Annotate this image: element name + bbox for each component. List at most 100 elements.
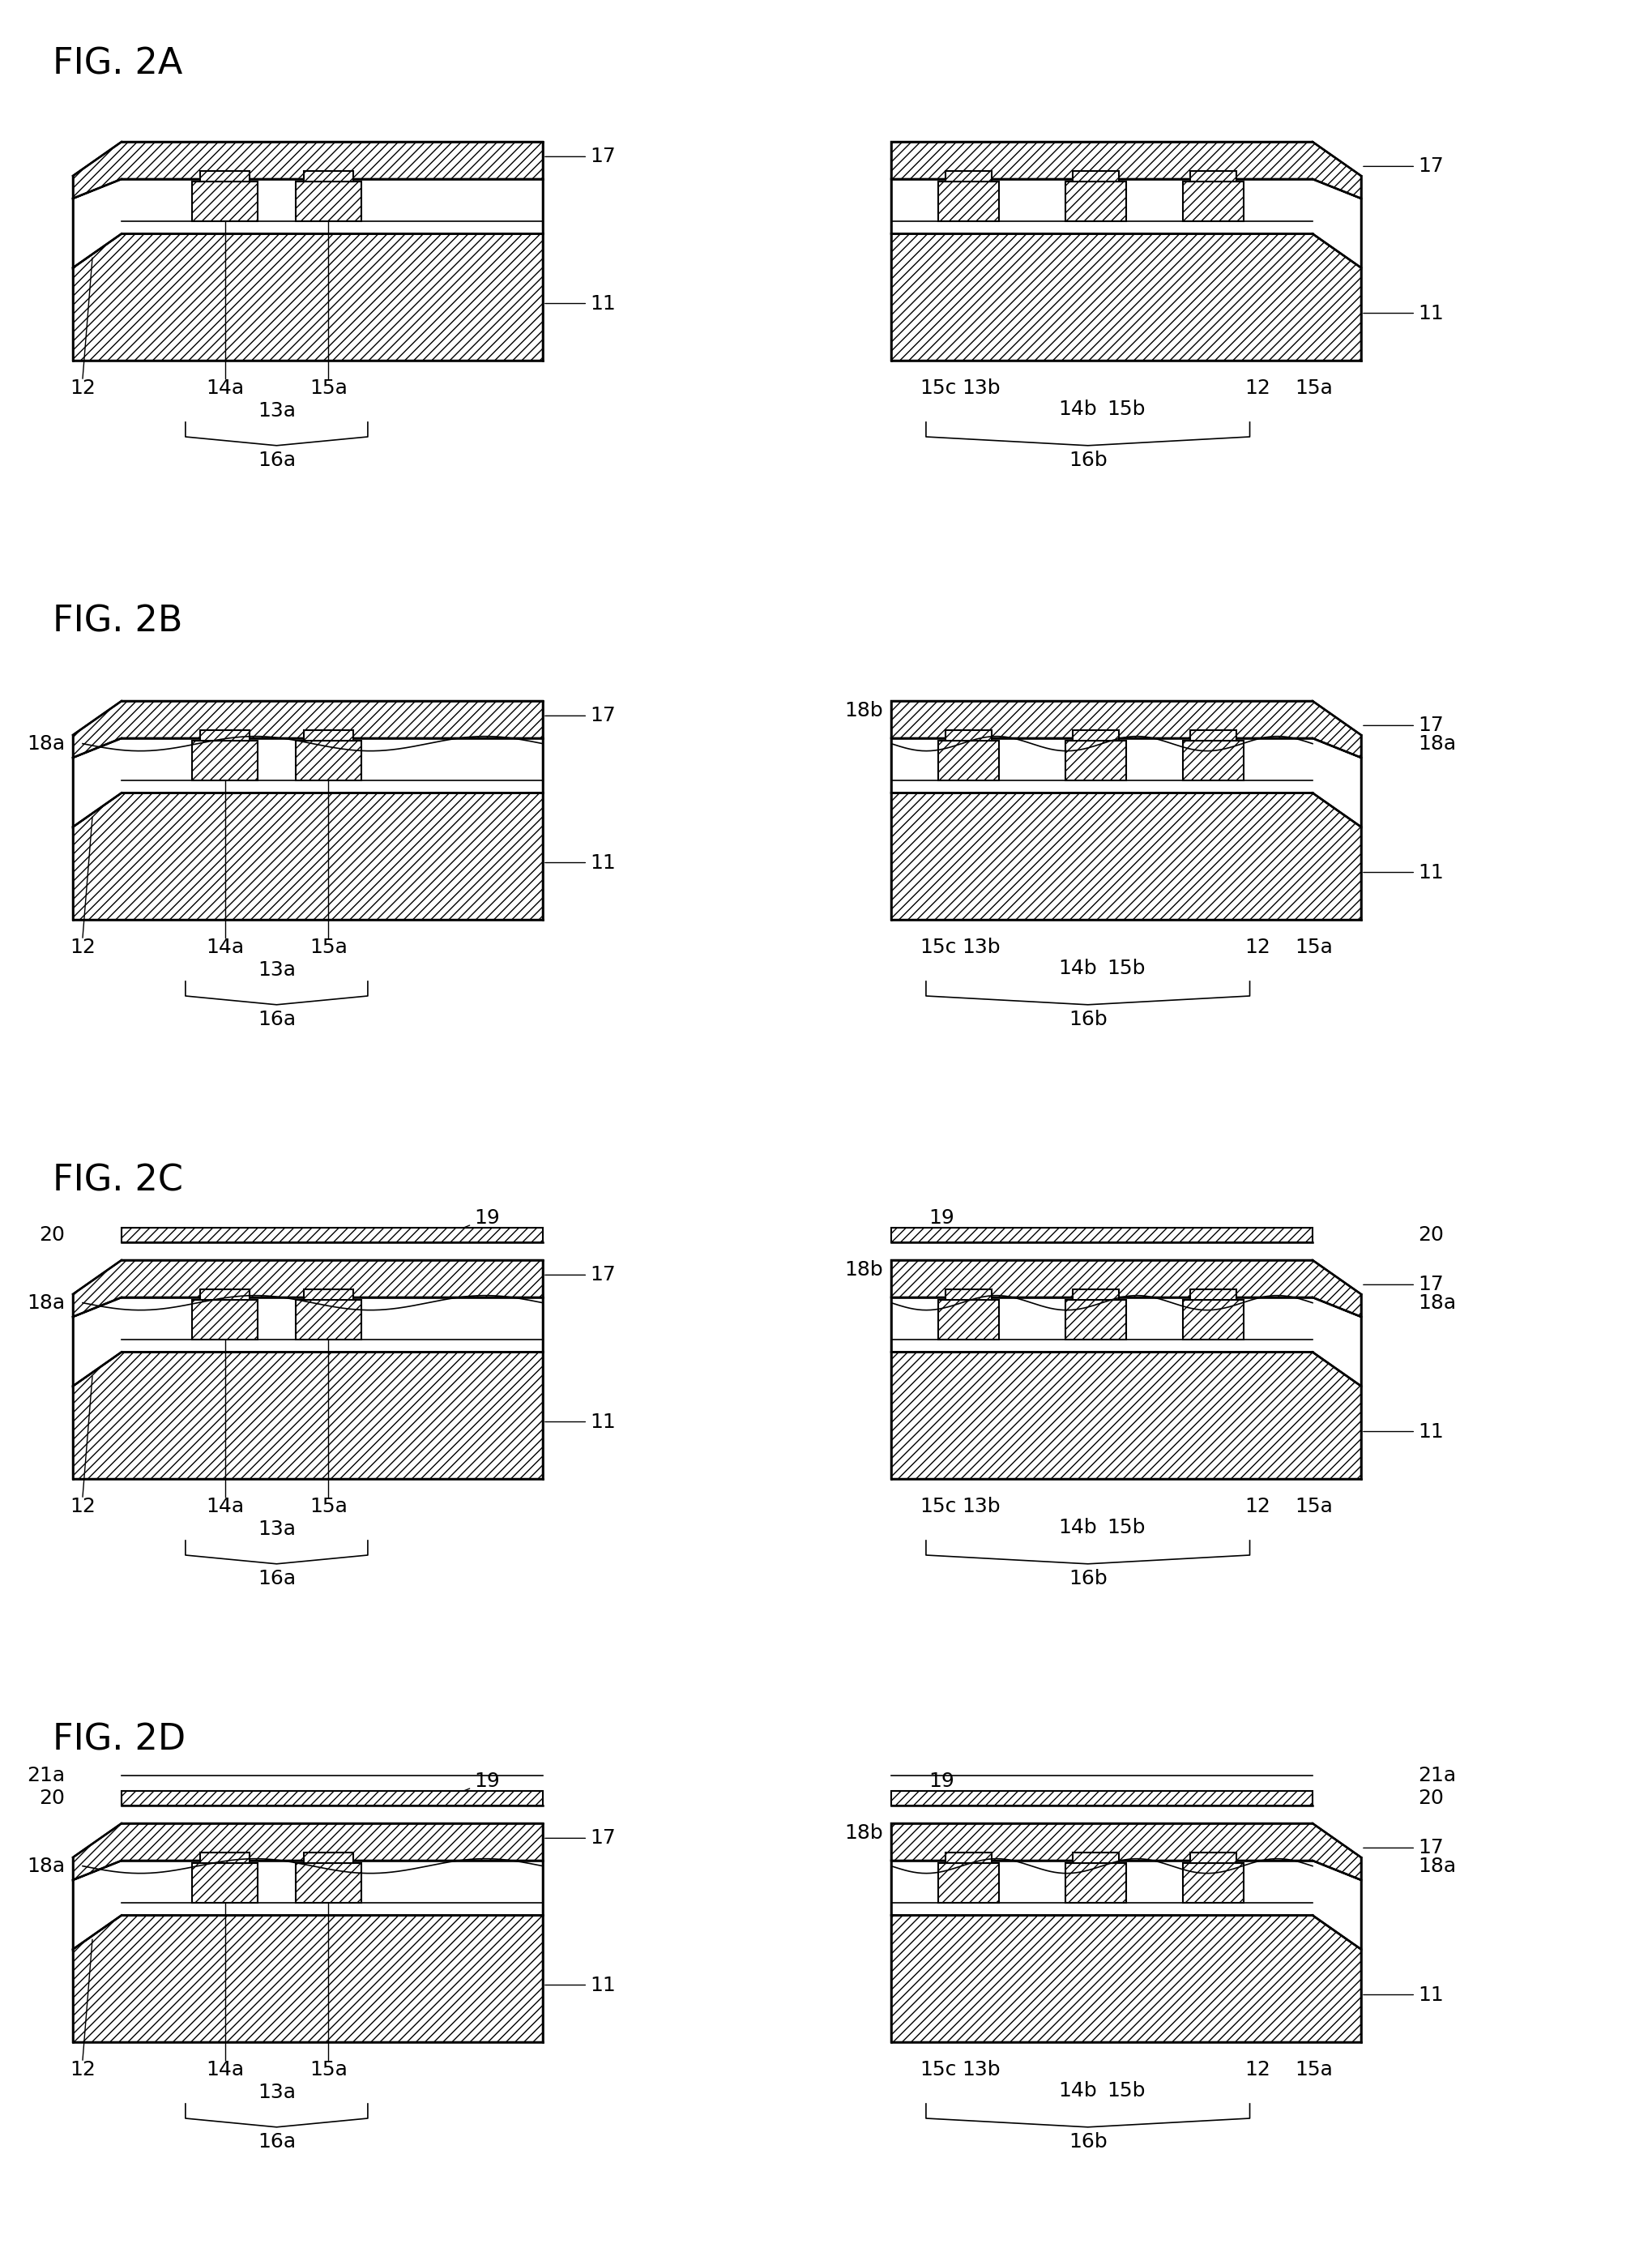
Text: 15b: 15b	[1107, 958, 1145, 978]
Polygon shape	[890, 180, 1361, 268]
Polygon shape	[73, 1915, 542, 2041]
Bar	[1072, 1288, 1118, 1299]
Text: 16a: 16a	[258, 1009, 296, 1030]
Polygon shape	[73, 1861, 542, 1949]
Text: 17: 17	[1363, 1275, 1442, 1295]
Bar	[1072, 171, 1118, 182]
Text: 15a: 15a	[309, 2059, 347, 2079]
Bar	[945, 171, 991, 182]
Text: 12: 12	[69, 378, 96, 398]
Text: 14b: 14b	[1057, 400, 1097, 418]
Text: 14b: 14b	[1057, 1517, 1097, 1538]
Bar	[945, 1852, 991, 1864]
Bar	[1064, 182, 1125, 220]
Text: 13b: 13b	[961, 1497, 999, 1515]
Bar	[296, 1864, 362, 1902]
Polygon shape	[890, 701, 1361, 758]
Bar	[200, 171, 249, 182]
Text: 14a: 14a	[206, 937, 244, 958]
Text: 16a: 16a	[258, 450, 296, 470]
Polygon shape	[73, 142, 542, 198]
Text: 20: 20	[40, 1789, 64, 1807]
Text: 19: 19	[928, 1209, 955, 1227]
Bar	[1181, 1864, 1242, 1902]
Bar	[1189, 171, 1236, 182]
Text: 11: 11	[545, 294, 615, 312]
Bar	[122, 1227, 542, 1243]
Text: 13b: 13b	[961, 378, 999, 398]
Text: 18b: 18b	[844, 1823, 882, 1843]
Bar	[1181, 742, 1242, 780]
Bar	[890, 1792, 1312, 1805]
Text: 13a: 13a	[258, 960, 296, 980]
Text: 20: 20	[1417, 1789, 1442, 1807]
Text: 14b: 14b	[1057, 958, 1097, 978]
Text: 18b: 18b	[844, 1261, 882, 1279]
Polygon shape	[890, 737, 1361, 827]
Text: 15b: 15b	[1107, 400, 1145, 418]
Text: 15c: 15c	[920, 378, 957, 398]
Bar	[192, 1864, 258, 1902]
Text: 12: 12	[1244, 378, 1270, 398]
Text: 12: 12	[69, 2059, 96, 2079]
Text: 11: 11	[1363, 1985, 1442, 2005]
Text: FIG. 2D: FIG. 2D	[53, 1722, 185, 1758]
Bar	[1181, 182, 1242, 220]
Text: 12: 12	[1244, 937, 1270, 958]
Bar	[296, 1299, 362, 1340]
Text: 18a: 18a	[1417, 1857, 1455, 1875]
Text: 15b: 15b	[1107, 1517, 1145, 1538]
Text: 17: 17	[545, 706, 615, 726]
Bar	[945, 1288, 991, 1299]
Text: 14a: 14a	[206, 1497, 244, 1515]
Text: 15c: 15c	[920, 2059, 957, 2079]
Text: 18a: 18a	[26, 733, 64, 753]
Bar	[938, 1864, 999, 1902]
Polygon shape	[73, 701, 542, 758]
Text: 11: 11	[1363, 863, 1442, 881]
Text: FIG. 2B: FIG. 2B	[53, 605, 182, 638]
Bar	[200, 1852, 249, 1864]
Text: 11: 11	[545, 1412, 615, 1432]
Text: 18b: 18b	[844, 701, 882, 719]
Polygon shape	[890, 1351, 1361, 1479]
Text: 18a: 18a	[26, 1293, 64, 1313]
Text: 11: 11	[1363, 1421, 1442, 1441]
Polygon shape	[890, 1861, 1361, 1949]
Bar	[1064, 742, 1125, 780]
Bar	[938, 742, 999, 780]
Text: 11: 11	[545, 1976, 615, 1994]
Bar	[304, 1852, 354, 1864]
Polygon shape	[73, 1261, 542, 1317]
Polygon shape	[73, 234, 542, 360]
Text: 15a: 15a	[1295, 378, 1333, 398]
Text: 18a: 18a	[1417, 733, 1455, 753]
Bar	[200, 731, 249, 742]
Bar	[1064, 1864, 1125, 1902]
Bar	[296, 742, 362, 780]
Text: 17: 17	[1363, 1839, 1442, 1857]
Bar	[200, 1288, 249, 1299]
Polygon shape	[73, 1823, 542, 1879]
Bar	[1072, 731, 1118, 742]
Text: 19: 19	[928, 1771, 955, 1792]
Text: 11: 11	[545, 852, 615, 872]
Text: 15a: 15a	[1295, 2059, 1333, 2079]
Text: 17: 17	[1363, 715, 1442, 735]
Text: 13b: 13b	[961, 2059, 999, 2079]
Text: 13a: 13a	[258, 400, 296, 420]
Bar	[192, 1299, 258, 1340]
Polygon shape	[73, 737, 542, 827]
Text: 18a: 18a	[26, 1857, 64, 1875]
Polygon shape	[890, 234, 1361, 360]
Bar	[304, 171, 354, 182]
Bar	[890, 1227, 1312, 1243]
Text: 16b: 16b	[1067, 1009, 1107, 1030]
Text: 17: 17	[545, 1828, 615, 1848]
Polygon shape	[73, 1297, 542, 1387]
Text: 17: 17	[545, 146, 615, 166]
Bar	[122, 1792, 542, 1805]
Text: 21a: 21a	[26, 1765, 64, 1785]
Text: 16a: 16a	[258, 2131, 296, 2151]
Text: 12: 12	[69, 937, 96, 958]
